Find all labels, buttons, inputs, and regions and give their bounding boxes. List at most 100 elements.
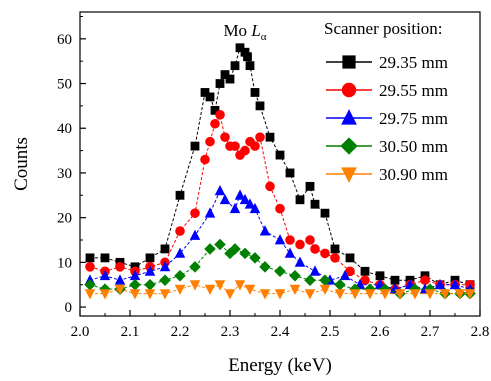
data-point	[159, 289, 171, 300]
data-point	[319, 284, 331, 296]
data-point	[265, 181, 275, 192]
data-point	[330, 244, 340, 254]
x-tick-label: 2.1	[121, 324, 140, 340]
data-point	[230, 61, 240, 71]
data-point	[230, 141, 240, 151]
data-point	[304, 289, 316, 300]
data-point	[174, 284, 186, 296]
data-point	[224, 289, 236, 300]
y-axis-label: Counts	[11, 137, 32, 191]
data-point	[309, 265, 321, 276]
data-point	[274, 234, 286, 245]
data-point	[235, 43, 245, 53]
y-tick-label: 20	[57, 211, 72, 227]
data-point	[189, 261, 201, 273]
legend-marker	[341, 167, 357, 183]
x-tick-label: 2.4	[271, 324, 290, 340]
data-point	[245, 61, 255, 71]
data-point	[99, 289, 111, 300]
data-point	[250, 141, 260, 151]
data-point	[243, 52, 252, 62]
y-tick-label: 10	[57, 255, 72, 271]
data-point	[175, 190, 185, 200]
data-point	[204, 207, 216, 218]
legend-marker	[342, 55, 356, 69]
data-point	[394, 289, 406, 300]
data-point	[234, 280, 246, 291]
peak-annotation: Mo Lα	[223, 21, 266, 43]
data-point	[275, 150, 285, 160]
data-point	[234, 189, 246, 200]
series-line	[90, 284, 470, 295]
data-point	[189, 280, 201, 291]
data-point	[204, 243, 216, 255]
legend-label: 29.75 mm	[379, 109, 448, 128]
data-point	[244, 198, 256, 209]
data-point	[274, 289, 286, 300]
data-point	[85, 253, 95, 263]
data-point	[114, 284, 126, 296]
data-point	[215, 79, 225, 88]
data-point	[390, 275, 400, 285]
legend-marker	[340, 137, 358, 155]
data-point	[310, 244, 320, 254]
data-point	[174, 269, 186, 282]
series-line	[89, 243, 470, 295]
legend-label: 30.90 mm	[379, 165, 448, 184]
data-point	[214, 184, 226, 196]
data-point	[145, 253, 155, 263]
data-point	[449, 278, 461, 290]
x-tick-label: 2.6	[371, 324, 390, 340]
data-point	[240, 145, 250, 156]
legend-background	[318, 14, 478, 182]
legend-title: Scanner position:	[324, 19, 443, 38]
data-point	[255, 101, 265, 111]
data-point	[210, 118, 220, 129]
data-point	[284, 247, 296, 258]
legend: Scanner position: 29.35 mm 29.55 mm 29.75 …	[318, 14, 478, 184]
data-point	[265, 132, 275, 142]
data-point	[229, 243, 241, 255]
legend-marker	[341, 82, 357, 98]
data-point	[345, 253, 355, 263]
data-point	[295, 195, 305, 205]
data-point	[304, 274, 316, 287]
data-point	[190, 208, 200, 218]
data-point	[250, 88, 260, 97]
series-layer	[84, 43, 476, 300]
data-point	[320, 208, 330, 218]
data-point	[189, 229, 201, 240]
data-point	[364, 289, 376, 300]
data-point	[439, 289, 451, 300]
data-point	[255, 132, 265, 142]
data-point	[289, 284, 301, 296]
data-point	[84, 289, 96, 300]
data-point	[85, 262, 95, 272]
legend-item: 29.55 mm	[326, 81, 448, 100]
data-point	[285, 235, 295, 245]
data-point	[454, 289, 466, 300]
data-point	[310, 199, 320, 209]
annotation-text: Mo	[223, 21, 251, 40]
data-point	[379, 289, 391, 300]
data-point	[200, 154, 210, 165]
x-axis-label: Energy (keV)	[228, 355, 332, 376]
data-point	[160, 244, 170, 254]
data-point	[259, 289, 271, 300]
x-tick-label: 2.2	[171, 324, 190, 340]
y-tick-label: 30	[57, 166, 72, 182]
data-point	[219, 193, 231, 205]
legend-item: 30.50 mm	[326, 137, 448, 156]
data-point	[289, 269, 301, 282]
legend-label: 29.35 mm	[379, 53, 448, 72]
data-point	[294, 256, 306, 267]
data-point	[334, 289, 346, 300]
legend-marker	[341, 109, 357, 125]
data-point	[144, 265, 156, 276]
legend-item: 29.75 mm	[326, 109, 448, 128]
data-point	[244, 284, 256, 296]
data-point	[100, 253, 110, 263]
y-tick-label: 50	[57, 77, 72, 93]
data-point	[360, 266, 370, 276]
data-point	[190, 141, 200, 151]
